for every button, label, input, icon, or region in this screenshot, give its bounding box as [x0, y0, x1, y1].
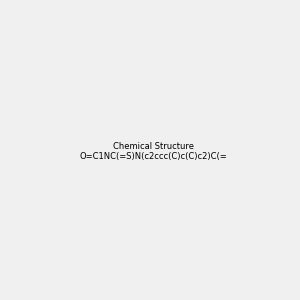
Text: Chemical Structure
O=C1NC(=S)N(c2ccc(C)c(C)c2)C(=: Chemical Structure O=C1NC(=S)N(c2ccc(C)c…	[80, 142, 228, 161]
